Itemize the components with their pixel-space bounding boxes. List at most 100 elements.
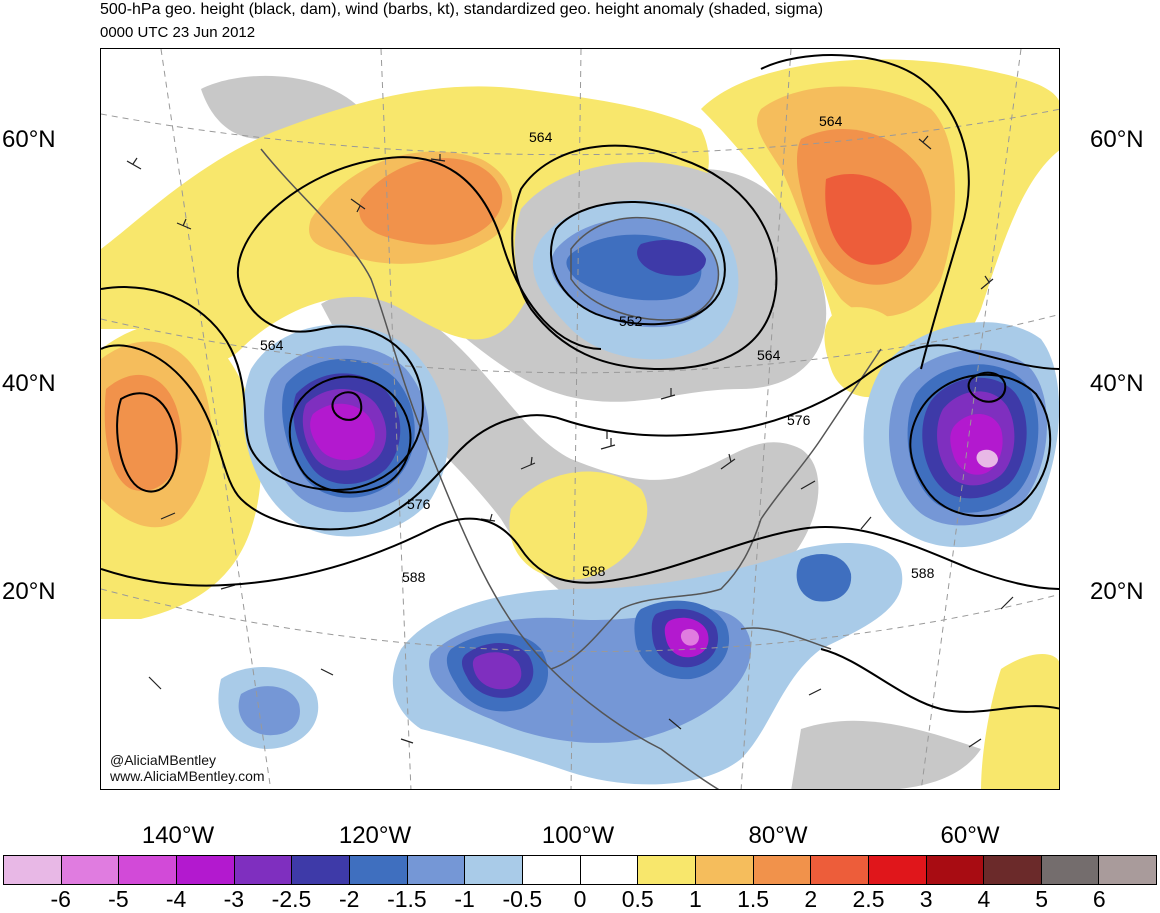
colorbar-label: -2.5 — [271, 886, 312, 912]
colorbar-box — [984, 856, 1042, 884]
contour-label: 588 — [911, 565, 935, 581]
coast-caribbean-islands — [740, 627, 832, 650]
contour-552 — [550, 201, 726, 326]
parallel-60n — [101, 108, 1059, 156]
credit-website: www.AliciaMBentley.com — [110, 768, 265, 784]
colorbar-box — [176, 856, 235, 884]
colorbar-label: -1.5 — [387, 886, 427, 912]
contour-label: 564 — [819, 113, 843, 129]
contour-labels: 564 564 564 552 564 576 576 588 588 588 — [260, 113, 935, 585]
wind-barb — [600, 431, 616, 450]
valid-time: 0000 UTC 23 Jun 2012 — [100, 24, 256, 41]
colorbar-box — [522, 856, 581, 884]
negative-anomaly-gulf-max — [680, 629, 699, 646]
coast-central-america — [550, 668, 720, 789]
contour-east-pacific-high — [116, 392, 178, 493]
colorbar-label: 1 — [688, 886, 702, 912]
contour-label: 564 — [260, 337, 284, 353]
lat-label-60n-left: 60°N — [2, 126, 56, 153]
wind-barb — [320, 668, 334, 676]
wind-barb — [126, 157, 142, 170]
meridian-80w — [740, 49, 792, 789]
contour-label: 564 — [529, 129, 553, 145]
contour-atlantic-low — [909, 373, 1052, 517]
wind-barb — [860, 516, 872, 530]
negative-anomaly-pacific-sw-core — [238, 686, 300, 736]
contour-564-hudson — [511, 144, 778, 371]
colorbar-label: 2.5 — [852, 886, 885, 912]
lon-label-80w: 80°W — [748, 822, 808, 849]
colorbar-label: 5 — [1035, 886, 1048, 912]
chart-title: 500-hPa geo. height (black, dam), wind (… — [100, 1, 824, 18]
negative-anomaly-caribbean — [796, 554, 852, 602]
colorbar-box — [695, 856, 754, 884]
wind-barb — [160, 512, 176, 520]
colorbar-label: -6 — [50, 886, 71, 912]
colorbar-box — [407, 856, 466, 884]
meridian-100w — [570, 49, 582, 789]
colorbar-label: -1 — [454, 886, 475, 912]
negative-anomaly-atlantic-max — [976, 449, 998, 468]
colorbar-label: -2 — [338, 886, 360, 912]
colorbar-label: -0.5 — [502, 886, 543, 912]
colorbar-box — [868, 856, 927, 884]
contour-576 — [101, 344, 1059, 531]
wind-barb — [800, 480, 816, 490]
contour-label: 588 — [582, 563, 606, 579]
positive-anomaly-alaska-core — [359, 158, 503, 245]
contour-564-west — [101, 156, 602, 491]
contour-south — [820, 648, 1059, 713]
lon-label-60w: 60°W — [940, 822, 1000, 849]
wind-barb — [918, 135, 932, 150]
colorbar-box — [926, 856, 985, 884]
colorbar-label: 0.5 — [621, 886, 654, 912]
negative-anomaly-pacific-low-peak — [310, 403, 375, 461]
wind-barb — [660, 388, 676, 400]
contour-label: 564 — [757, 347, 781, 363]
contour-588 — [101, 517, 1059, 590]
meridian-120w — [380, 49, 412, 789]
lat-label-60n-right: 60°N — [1090, 126, 1144, 153]
coast-east-north-america — [760, 348, 882, 520]
colorbar-box — [1099, 856, 1157, 884]
colorbar — [3, 855, 1157, 885]
wind-barb — [1000, 596, 1014, 610]
colorbar-box — [465, 856, 523, 884]
parallel-20n — [101, 588, 1059, 652]
colorbar-box — [1041, 856, 1100, 884]
map-canvas: 564 564 564 552 564 576 576 588 588 588 — [101, 49, 1059, 789]
colorbar-label: 0 — [573, 886, 587, 912]
colorbar-box — [61, 856, 120, 884]
contour-label: 576 — [407, 496, 431, 512]
negative-anomaly-gulf-peak — [472, 652, 522, 690]
wind-barb — [148, 676, 162, 690]
contour-pacific-low-inner — [288, 375, 412, 494]
coast-hudson-bay — [570, 216, 720, 321]
colorbar-label: 3 — [919, 886, 933, 912]
contour-label: 552 — [619, 313, 643, 329]
credit-handle: @AliciaMBentley — [110, 752, 217, 768]
meridian-60w — [920, 49, 1022, 789]
colorbar-box — [4, 856, 62, 884]
lat-label-20n-left: 20°N — [2, 578, 56, 605]
contour-label: 576 — [787, 412, 811, 428]
wind-barb — [968, 738, 982, 748]
graticule — [101, 49, 1059, 789]
wind-barb — [350, 198, 366, 213]
meridian-140w — [160, 49, 272, 789]
lon-label-100w: 100°W — [541, 822, 615, 849]
land-south-america — [791, 720, 981, 789]
wind-barb — [668, 718, 682, 730]
contour-pacific-low-core — [331, 391, 363, 421]
contour-atlantic-low-core — [967, 371, 1007, 403]
lon-label-120w: 120°W — [338, 822, 412, 849]
parallel-40n — [101, 313, 1059, 374]
wind-barb — [400, 738, 414, 744]
wind-barb — [520, 456, 536, 470]
contour-564-greenland — [760, 54, 970, 370]
positive-anomaly-greenland-peak — [825, 173, 912, 265]
colorbar-box — [119, 856, 177, 884]
colorbar-label: -4 — [165, 886, 187, 912]
colorbar-label: 4 — [977, 886, 991, 912]
colorbar-box — [292, 856, 350, 884]
